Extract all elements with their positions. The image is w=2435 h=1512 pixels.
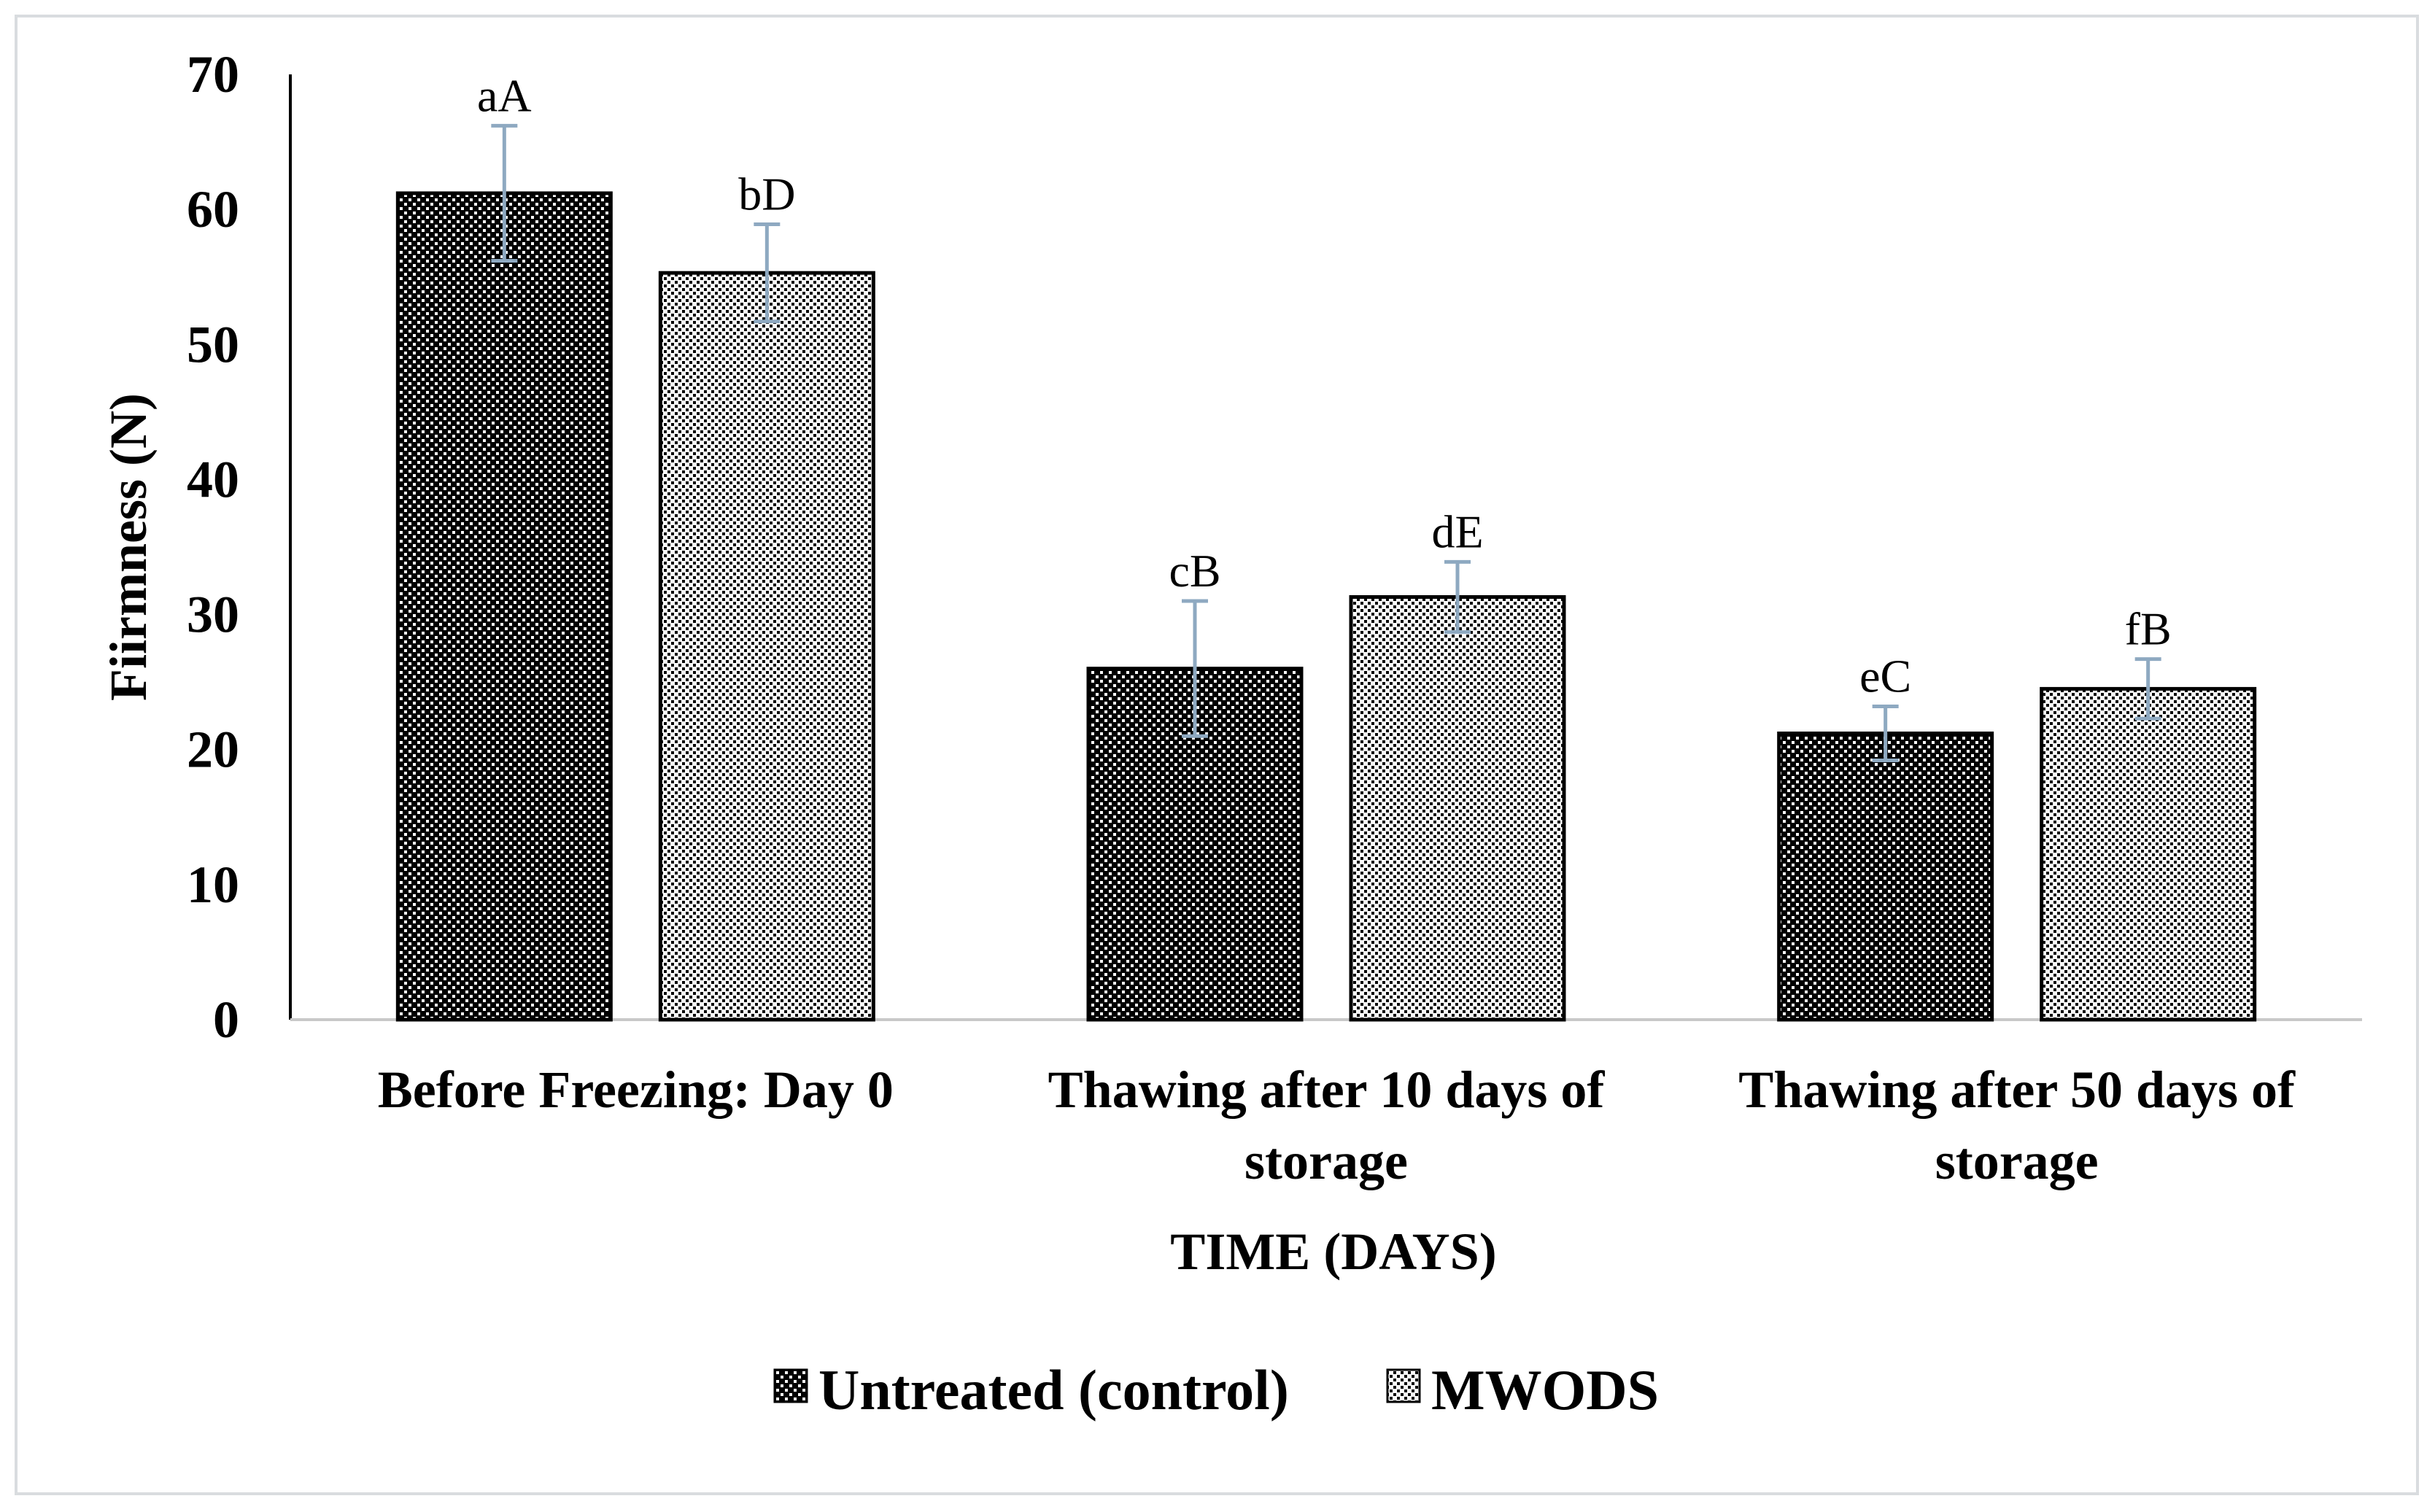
bar-untreated [395,191,613,1022]
bar-mwods [658,271,875,1022]
y-axis-title: Fiirmness (N) [99,393,158,701]
bar-untreated [1777,731,1994,1022]
legend-label: MWODS [1431,1358,1659,1422]
data-label: aA [477,69,532,121]
data-label: fB [2125,603,2172,655]
legend-swatch [1386,1368,1421,1403]
y-tick-label: 70 [187,45,239,104]
y-tick-label: 20 [187,721,239,779]
y-tick-label: 50 [187,315,239,373]
y-tick-label: 40 [187,450,239,508]
x-category-label: Thawing after 50 days of [1738,1061,2296,1119]
x-axis-title: TIME (DAYS) [1170,1222,1496,1281]
data-label: cB [1169,545,1220,597]
data-label: eC [1859,650,1911,702]
plot-area: 0 10 20 30 40 50 60 70 Fiirmness (N) aA bD Before F… [99,45,2362,1422]
x-category-label: storage [1935,1132,2099,1190]
x-category-label: Before Freezing: Day 0 [378,1061,894,1119]
y-tick-label: 0 [213,990,239,1049]
y-tick-label: 30 [187,586,239,644]
data-label: bD [738,168,795,220]
bar-mwods [2040,686,2257,1022]
y-tick-label: 60 [187,180,239,239]
x-category-label: storage [1244,1132,1408,1190]
legend-swatch [773,1368,808,1403]
data-label: dE [1431,505,1483,557]
bar-mwods [1349,595,1566,1022]
y-tick-label: 10 [187,856,239,914]
legend-label: Untreated (control) [818,1358,1289,1422]
x-category-label: Thawing after 10 days of [1048,1061,1606,1119]
